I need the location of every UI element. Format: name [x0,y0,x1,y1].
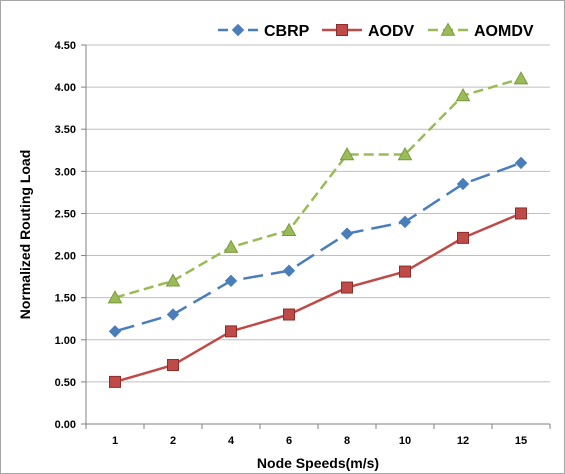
legend-marker-aodv [336,24,348,36]
series-line-cbrp [114,161,522,333]
x-tick-label: 4 [228,435,235,447]
series-aomdv [107,71,529,304]
x-tick-label: 10 [399,435,411,447]
axes: 0.00 0.50 1.00 1.50 2.00 2.50 3.00 3.50 4.00 4.50… [55,40,551,447]
x-tick-label: 2 [170,435,176,447]
series-cbrp [108,156,528,338]
data-point-aomdv [165,273,181,287]
data-point-aodv [283,308,295,321]
data-point-aodv [399,265,411,278]
data-point-aomdv [397,146,413,161]
data-point-aodv [225,325,237,338]
data-point-aodv [109,375,121,388]
data-point-aodv [341,281,353,294]
x-tick-label: 8 [344,435,350,447]
y-tick-label: 3.00 [55,166,76,178]
x-tick-label: 1 [112,435,118,447]
legend: CBRP AODV AOMDV [218,22,534,40]
data-point-aomdv [107,290,123,304]
data-point-aomdv [223,239,239,253]
legend-label-aomdv: AOMDV [474,23,534,40]
y-tick-label: 0.50 [55,377,76,389]
y-tick-label: 2.00 [55,251,76,263]
legend-label-aodv: AODV [368,23,415,40]
x-tick-label: 12 [457,435,469,447]
y-tick-label: 4.50 [55,40,76,52]
x-tick-label: 15 [515,435,527,447]
y-tick-label: 4.00 [55,82,76,94]
legend-marker-aomdv [440,22,456,36]
data-point-aodv [515,207,527,220]
data-point-cbrp [108,325,122,338]
data-point-cbrp [398,215,412,229]
gridlines [86,44,550,383]
legend-item-aomdv: AOMDV [428,22,534,40]
y-tick-label: 0.00 [55,419,76,431]
series-lines [107,71,529,388]
data-point-cbrp [166,308,180,321]
data-point-aodv [457,231,469,244]
y-tick-label: 3.50 [55,124,76,136]
legend-item-cbrp: CBRP [218,23,310,40]
data-point-aomdv [513,71,529,85]
data-point-aomdv [455,88,471,102]
data-point-cbrp [282,264,296,277]
legend-item-aodv: AODV [322,23,415,40]
data-point-cbrp [456,177,470,191]
data-point-aomdv [281,222,297,236]
x-tick-label: 6 [286,435,292,447]
series-line-aodv [114,212,522,384]
data-point-cbrp [340,227,354,240]
data-point-cbrp [514,156,528,170]
legend-label-cbrp: CBRP [264,23,310,40]
y-tick-label: 1.50 [55,293,76,305]
series-line-aomdv [114,77,522,299]
series-aodv [109,207,527,388]
y-axis-title: Normalized Routing Load [17,150,33,320]
data-point-aomdv [339,146,355,161]
legend-marker-cbrp [231,23,245,37]
x-axis-title: Node Speeds(m/s) [257,455,379,471]
data-point-cbrp [224,274,238,288]
data-point-aodv [167,359,179,372]
y-tick-label: 2.50 [55,208,76,220]
y-tick-label: 1.00 [55,335,76,347]
